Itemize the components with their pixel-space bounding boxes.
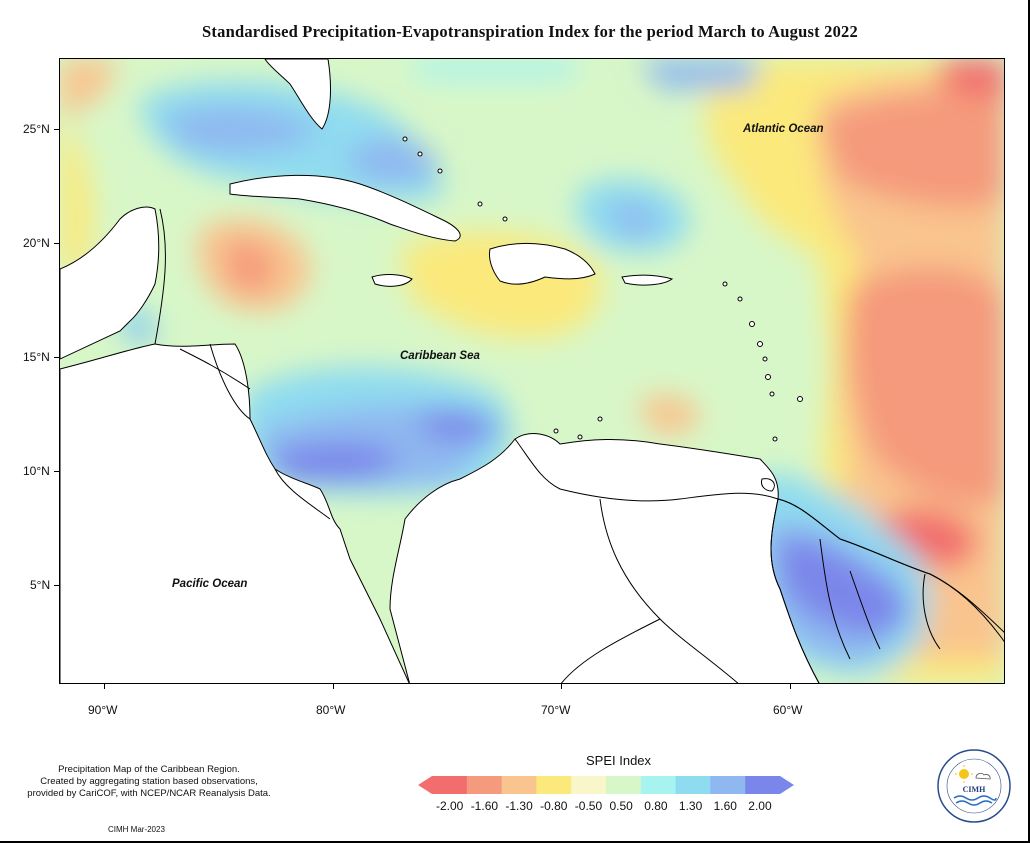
legend-label: -2.00 [436, 799, 464, 813]
legend-label: 0.50 [609, 799, 633, 813]
spei-contours [60, 59, 1004, 683]
lon-tick [561, 684, 562, 689]
atlantic-ocean-label: Atlantic Ocean [743, 123, 824, 135]
lat-tick [54, 585, 59, 586]
legend-title: SPEI Index [586, 753, 652, 768]
description-line: provided by CariCOF, with NCEP/NCAR Rean… [27, 788, 271, 799]
legend-swatch [606, 776, 642, 794]
lat-label-20n: 20°N [23, 236, 50, 250]
sun-rays-icon [955, 765, 973, 783]
lat-label-25n: 25°N [23, 122, 50, 136]
legend-arrow-left [418, 776, 432, 794]
lat-tick [54, 243, 59, 244]
lon-label-80w: 80°W [316, 703, 346, 717]
legend-swatch [675, 776, 711, 794]
boundaries [154, 208, 1004, 683]
lat-tick [54, 471, 59, 472]
legend-swatch [501, 776, 537, 794]
logo-text: CIMH [963, 785, 986, 794]
cimh-logo: CIMH [937, 749, 1011, 823]
logo-ring [937, 749, 1011, 823]
legend-colorbar [418, 776, 794, 794]
lat-label-15n: 15°N [23, 350, 50, 364]
legend-swatch [571, 776, 607, 794]
map-title: Standardised Precipitation-Evapotranspir… [202, 22, 858, 41]
lat-label-10n: 10°N [23, 464, 50, 478]
legend-swatch [432, 776, 468, 794]
cloud-icon [975, 772, 991, 780]
legend-label: 1.30 [678, 799, 703, 813]
lesser-antilles [402, 136, 803, 492]
legend-label: 2.00 [748, 799, 772, 813]
wave-icon [955, 800, 993, 806]
caribbean-sea-label: Caribbean Sea [400, 350, 480, 362]
pacific-ocean-label: Pacific Ocean [172, 578, 248, 590]
credit-text: CIMH Mar-2023 [108, 825, 165, 834]
legend-swatch [710, 776, 746, 794]
legend-swatch [536, 776, 572, 794]
lon-label-60w: 60°W [773, 703, 803, 717]
logo-inner-ring [946, 758, 1002, 814]
legend-label: -1.60 [470, 799, 499, 813]
land-masses [60, 59, 1004, 683]
legend-swatch [745, 776, 781, 794]
legend-arrow-right [780, 776, 794, 794]
map-description: Precipitation Map of the Caribbean Regio… [8, 764, 290, 800]
lon-label-70w: 70°W [541, 703, 571, 717]
legend-label: -0.80 [540, 799, 568, 813]
legend-swatches [432, 776, 781, 794]
lat-label-5n: 5°N [30, 578, 51, 592]
lon-tick [333, 684, 334, 689]
legend-label: -0.50 [574, 799, 603, 813]
lat-tick [54, 357, 59, 358]
lon-tick [790, 684, 791, 689]
wave-icon [953, 795, 997, 801]
legend-label: 0.80 [644, 799, 668, 813]
lon-tick [104, 684, 105, 689]
spei-map[interactable] [59, 58, 1005, 684]
lon-label-90w: 90°W [88, 703, 118, 717]
lat-tick [54, 129, 59, 130]
legend-label: 1.60 [713, 799, 737, 813]
sun-icon [959, 769, 969, 779]
legend-label: -1.30 [505, 799, 533, 813]
description-line: Precipitation Map of the Caribbean Regio… [58, 764, 240, 775]
description-line: Created by aggregating station based obs… [40, 776, 258, 787]
legend-swatch [640, 776, 677, 794]
map-canvas [60, 59, 1004, 683]
legend-swatch [466, 776, 503, 794]
